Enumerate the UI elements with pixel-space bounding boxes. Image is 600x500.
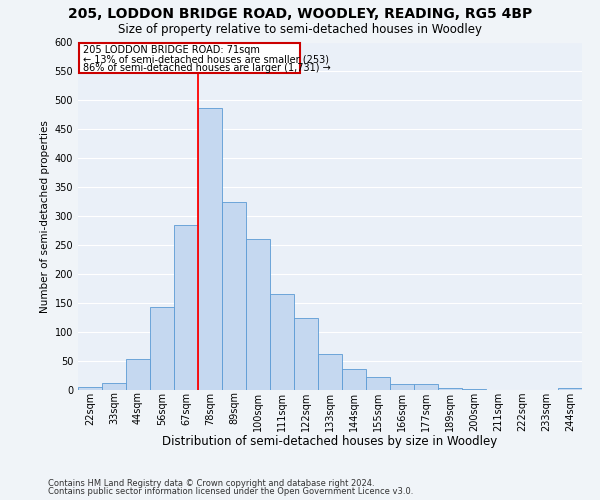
Y-axis label: Number of semi-detached properties: Number of semi-detached properties [40,120,50,312]
Bar [366,376,390,390]
Text: 86% of semi-detached houses are larger (1,731) →: 86% of semi-detached houses are larger (… [83,63,331,73]
Bar [222,202,246,390]
Bar [150,307,174,390]
Text: Contains HM Land Registry data © Crown copyright and database right 2024.: Contains HM Land Registry data © Crown c… [48,478,374,488]
Bar [78,387,102,390]
Bar [126,360,150,390]
Text: ← 13% of semi-detached houses are smaller (253): ← 13% of semi-detached houses are smalle… [83,54,329,64]
Bar [438,388,462,390]
X-axis label: Distribution of semi-detached houses by size in Woodley: Distribution of semi-detached houses by … [163,435,497,448]
Text: Contains public sector information licensed under the Open Government Licence v3: Contains public sector information licen… [48,487,413,496]
Bar [558,388,582,390]
Text: 205 LODDON BRIDGE ROAD: 71sqm: 205 LODDON BRIDGE ROAD: 71sqm [83,46,260,56]
Bar [390,384,414,390]
Text: Size of property relative to semi-detached houses in Woodley: Size of property relative to semi-detach… [118,22,482,36]
Bar [318,354,342,390]
Bar [246,240,270,390]
Bar [294,318,318,390]
Text: 205, LODDON BRIDGE ROAD, WOODLEY, READING, RG5 4BP: 205, LODDON BRIDGE ROAD, WOODLEY, READIN… [68,8,532,22]
FancyBboxPatch shape [79,43,300,73]
Bar [198,108,222,390]
Bar [174,225,198,390]
Bar [270,294,294,390]
Bar [102,383,126,390]
Bar [414,384,438,390]
Bar [342,368,366,390]
